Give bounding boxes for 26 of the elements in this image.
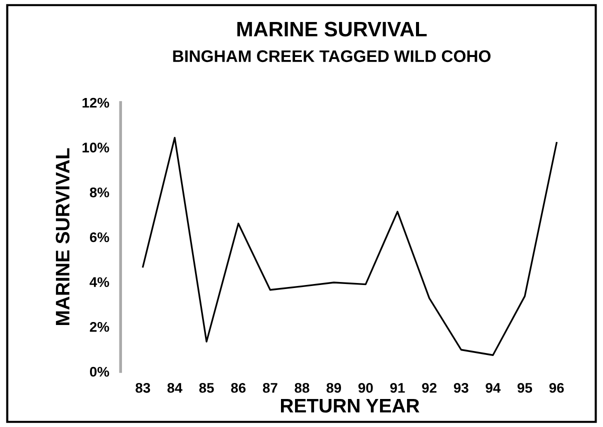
y-tick-label: 10%	[82, 142, 110, 152]
line-series	[142, 136, 558, 356]
x-tick-label: 91	[390, 382, 405, 393]
x-tick-label: 88	[294, 382, 310, 393]
y-tick-label: 0%	[90, 366, 110, 377]
x-axis-title: RETURN YEAR	[280, 399, 420, 413]
x-tick-label: 89	[326, 382, 342, 393]
x-tick-label: 93	[454, 382, 468, 393]
x-tick-label: 92	[422, 382, 436, 393]
y-tick-label: 2%	[90, 322, 110, 332]
x-tick-label: 83	[136, 382, 150, 393]
chart-subtitle: BINGHAM CREEK TAGGED WILD COHO	[173, 50, 491, 62]
y-tick-label: 4%	[90, 277, 110, 287]
y-tick-label: 12%	[82, 98, 110, 108]
x-tick-label: 87	[262, 382, 278, 393]
x-tick-label: 86	[231, 382, 246, 393]
y-tick-label: 6%	[90, 232, 110, 242]
x-tick-label: 94	[486, 382, 501, 393]
y-axis-title: MARINE SURVIVAL	[56, 148, 70, 326]
x-tick-label: 95	[518, 382, 532, 393]
chart-title: MARINE SURVIVAL	[237, 22, 427, 36]
x-tick-label: 96	[549, 382, 564, 393]
y-tick-label: 8%	[90, 187, 110, 198]
x-tick-label: 90	[358, 382, 373, 393]
x-tick-label: 85	[199, 382, 214, 393]
x-tick-label: 84	[167, 382, 182, 393]
